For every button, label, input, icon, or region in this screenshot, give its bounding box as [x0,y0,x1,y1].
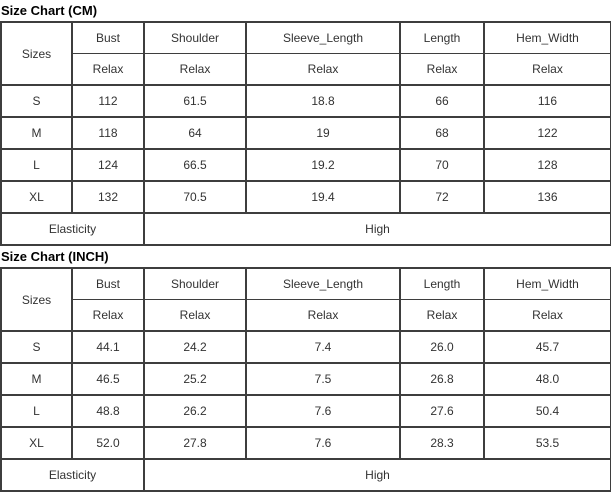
cell-value: 26.8 [399,362,485,396]
table-row-m: M 46.5 25.2 7.5 26.8 48.0 [0,362,611,396]
cell-value: 44.1 [71,330,145,364]
corner-header-sizes: Sizes [0,267,73,332]
cell-value: 116 [483,84,611,118]
table-row-m: M 118 64 19 68 122 [0,116,611,150]
subheader-relax: Relax [245,299,401,332]
size-chart-cm-title: Size Chart (CM) [1,3,98,18]
cell-value: 25.2 [143,362,247,396]
column-header-sleeve-length: Sleeve_Length [245,267,401,300]
header-row-measurements: Sizes Bust Shoulder Sleeve_Length Length… [0,21,611,86]
elasticity-value: High [143,458,611,492]
cell-value: 53.5 [483,426,611,460]
column-header-shoulder: Shoulder [143,21,247,54]
row-label-s: S [0,330,73,364]
row-label-l: L [0,394,73,428]
cell-value: 52.0 [71,426,145,460]
footer-row-elasticity: Elasticity High [0,212,611,246]
row-label-xl: XL [0,426,73,460]
size-chart-inch-table: Sizes Bust Shoulder Sleeve_Length Length… [0,267,611,492]
cell-value: 48.8 [71,394,145,428]
size-chart-inch-section: Size Chart (INCH) Sizes Bust Shoulder Sl… [0,246,611,492]
subheader-relax: Relax [399,53,485,86]
elasticity-label: Elasticity [0,458,145,492]
cell-value: 7.6 [245,426,401,460]
cell-value: 27.8 [143,426,247,460]
row-label-m: M [0,116,73,150]
subheader-relax: Relax [143,299,247,332]
cell-value: 124 [71,148,145,182]
cell-value: 27.6 [399,394,485,428]
subheader-row-relax: Relax Relax Relax Relax Relax [1,299,611,332]
cell-value: 19.4 [245,180,401,214]
subheader-relax: Relax [245,53,401,86]
cell-value: 128 [483,148,611,182]
row-label-s: S [0,84,73,118]
cell-value: 24.2 [143,330,247,364]
cell-value: 70.5 [143,180,247,214]
column-header-hem-width: Hem_Width [483,267,611,300]
subheader-row-relax: Relax Relax Relax Relax Relax [1,53,611,86]
cell-value: 50.4 [483,394,611,428]
elasticity-value: High [143,212,611,246]
cell-value: 18.8 [245,84,401,118]
row-label-m: M [0,362,73,396]
cell-value: 7.5 [245,362,401,396]
row-label-l: L [0,148,73,182]
subheader-relax: Relax [483,53,611,86]
cell-value: 19.2 [245,148,401,182]
cell-value: 66.5 [143,148,247,182]
cell-value: 112 [71,84,145,118]
column-header-bust: Bust [71,21,145,54]
cell-value: 7.4 [245,330,401,364]
cell-value: 46.5 [71,362,145,396]
elasticity-label: Elasticity [0,212,145,246]
column-header-bust: Bust [71,267,145,300]
subheader-relax: Relax [483,299,611,332]
header-row-measurements: Sizes Bust Shoulder Sleeve_Length Length… [0,267,611,332]
column-header-sleeve-length: Sleeve_Length [245,21,401,54]
cell-value: 136 [483,180,611,214]
size-chart-cm-section: Size Chart (CM) Sizes Bust Shoulder Slee… [0,3,611,246]
column-header-length: Length [399,21,485,54]
cell-value: 26.0 [399,330,485,364]
cell-value: 7.6 [245,394,401,428]
size-chart-cm-table: Sizes Bust Shoulder Sleeve_Length Length… [0,21,611,246]
footer-row-elasticity: Elasticity High [0,458,611,492]
cell-value: 72 [399,180,485,214]
column-header-shoulder: Shoulder [143,267,247,300]
cell-value: 122 [483,116,611,150]
cell-value: 68 [399,116,485,150]
subheader-relax: Relax [71,299,145,332]
corner-header-sizes: Sizes [0,21,73,86]
table-row-xl: XL 52.0 27.8 7.6 28.3 53.5 [0,426,611,460]
size-chart-inch-title: Size Chart (INCH) [1,249,109,264]
subheader-relax: Relax [71,53,145,86]
cell-value: 48.0 [483,362,611,396]
table-row-xl: XL 132 70.5 19.4 72 136 [0,180,611,214]
cell-value: 70 [399,148,485,182]
cell-value: 61.5 [143,84,247,118]
column-header-hem-width: Hem_Width [483,21,611,54]
cell-value: 132 [71,180,145,214]
table-row-s: S 112 61.5 18.8 66 116 [0,84,611,118]
row-label-xl: XL [0,180,73,214]
cell-value: 66 [399,84,485,118]
subheader-relax: Relax [399,299,485,332]
cell-value: 26.2 [143,394,247,428]
column-header-length: Length [399,267,485,300]
table-row-s: S 44.1 24.2 7.4 26.0 45.7 [0,330,611,364]
table-row-l: L 48.8 26.2 7.6 27.6 50.4 [0,394,611,428]
cell-value: 118 [71,116,145,150]
cell-value: 45.7 [483,330,611,364]
cell-value: 28.3 [399,426,485,460]
cell-value: 64 [143,116,247,150]
table-row-l: L 124 66.5 19.2 70 128 [0,148,611,182]
subheader-relax: Relax [143,53,247,86]
cell-value: 19 [245,116,401,150]
